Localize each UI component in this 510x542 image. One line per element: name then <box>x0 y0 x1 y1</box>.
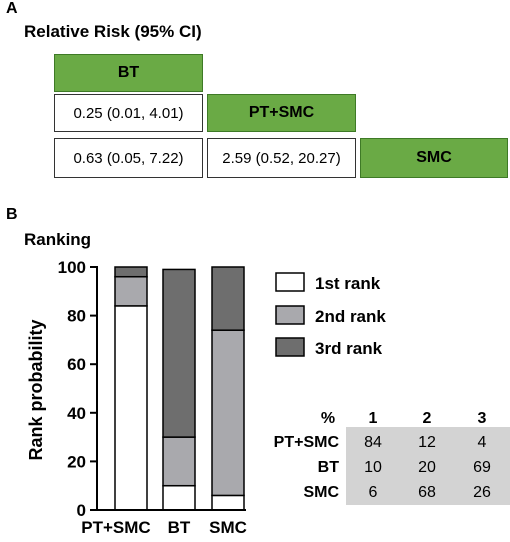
legend-label-rank1: 1st rank <box>315 274 381 293</box>
rank-table-cell: 26 <box>473 484 491 501</box>
rank-table-header: 2 <box>423 410 432 427</box>
bar-smc-rank3 <box>211 266 245 331</box>
x-tick-label: PT+SMC <box>81 518 150 537</box>
treatment-smc: SMC <box>360 138 508 178</box>
rank-table-cell: 10 <box>364 459 382 476</box>
rank-table-cell: 20 <box>418 459 436 476</box>
rank-table-background <box>346 427 510 505</box>
y-tick-label: 0 <box>77 501 86 520</box>
bar-pt-smc-rank3 <box>114 266 148 278</box>
y-axis: 0 20 40 60 80 100 <box>58 258 98 520</box>
y-axis-label: Rank probability <box>26 319 46 460</box>
rank-table-cell: 84 <box>364 434 382 451</box>
panel-b-letter: B <box>6 206 18 223</box>
y-tick-label: 60 <box>67 355 86 374</box>
rank-table-cell: 12 <box>418 434 436 451</box>
rank-table-cell: 69 <box>473 459 491 476</box>
legend-label-rank3: 3rd rank <box>315 339 383 358</box>
bar-pt-smc-rank1 <box>114 305 148 511</box>
legend-label-rank2: 2nd rank <box>315 307 386 326</box>
legend-swatch-rank1 <box>275 272 305 292</box>
x-tick-label: SMC <box>209 518 247 537</box>
rank-table-header: % <box>321 410 335 427</box>
rank-table-row-label: BT <box>318 459 340 476</box>
bar-pt-smc-rank2 <box>114 275 148 307</box>
rr-smc-vs-pt-smc: 2.59 (0.52, 20.27) <box>207 138 356 178</box>
legend: 1st rank 2nd rank 3rd rank <box>275 272 386 358</box>
rr-smc-vs-bt: 0.63 (0.05, 7.22) <box>54 138 203 178</box>
rr-pt-smc-vs-bt: 0.25 (0.01, 4.01) <box>54 94 203 132</box>
relative-risk-title: Relative Risk (95% CI) <box>24 22 202 41</box>
bars <box>114 266 245 511</box>
treatment-bt: BT <box>54 54 203 92</box>
rank-table-row-label: SMC <box>303 484 339 501</box>
y-tick-label: 80 <box>67 307 86 326</box>
y-tick-label: 100 <box>58 258 86 277</box>
legend-swatch-rank3 <box>275 337 305 357</box>
ranking-title: Ranking <box>24 230 92 249</box>
rank-table-cell: 6 <box>369 484 378 501</box>
rank-table-row-label: PT+SMC <box>274 434 340 451</box>
y-tick-label: 40 <box>67 404 86 423</box>
bar-bt-rank3 <box>162 268 196 438</box>
y-tick-label: 20 <box>67 452 86 471</box>
bar-smc-rank2 <box>211 329 245 497</box>
treatment-pt-smc: PT+SMC <box>207 94 356 132</box>
rank-table-header: 1 <box>369 410 378 427</box>
rank-table-header: 3 <box>478 410 487 427</box>
bar-smc-rank1 <box>211 494 245 511</box>
bar-bt-rank1 <box>162 484 196 511</box>
x-axis: PT+SMC BT SMC <box>81 509 247 537</box>
legend-swatch-rank2 <box>275 305 305 325</box>
panel-a-letter: A <box>6 0 18 17</box>
rank-table-cell: 4 <box>478 434 487 451</box>
bar-bt-rank2 <box>162 436 196 487</box>
x-tick-label: BT <box>168 518 191 537</box>
rank-table-cell: 68 <box>418 484 436 501</box>
